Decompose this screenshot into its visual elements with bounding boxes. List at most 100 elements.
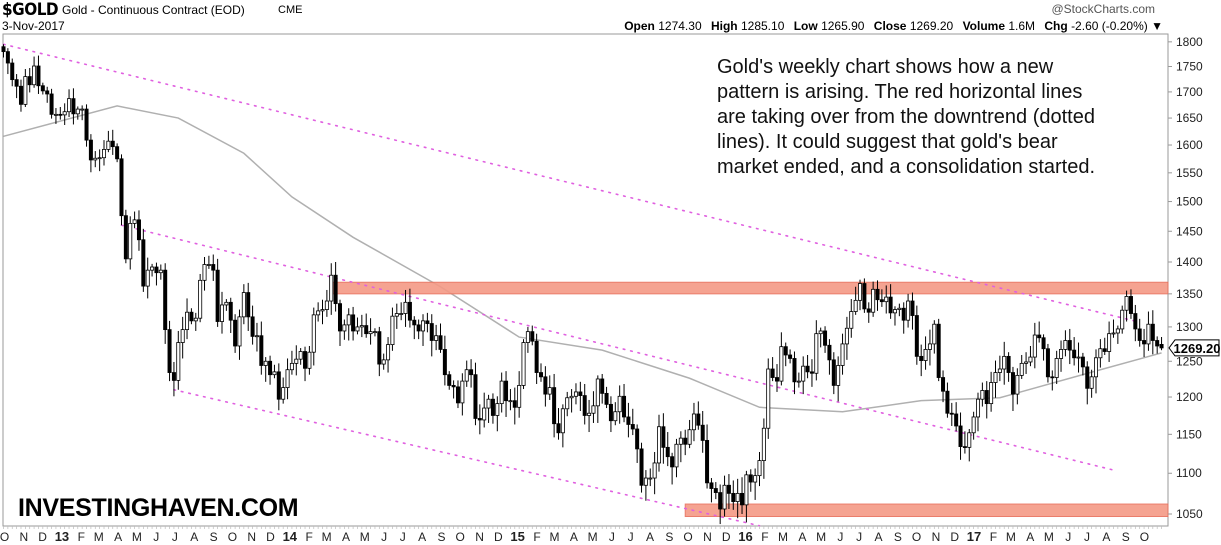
candle-body <box>622 395 627 418</box>
candle-body <box>560 408 565 434</box>
candle-body <box>285 369 290 388</box>
candle-body <box>372 331 377 334</box>
candle-body <box>1124 296 1129 311</box>
candle-body <box>185 311 190 331</box>
candle-body <box>1107 333 1112 352</box>
candle-body <box>351 314 356 332</box>
candle-body <box>892 309 897 314</box>
close-value: 1269.20 <box>909 19 954 33</box>
close-label: Close <box>873 19 907 33</box>
chg-label: Chg <box>1044 19 1068 33</box>
x-month-label: M <box>94 530 104 544</box>
candle-body <box>145 269 150 287</box>
candle-body <box>521 342 526 386</box>
candle-body <box>294 358 299 364</box>
candle-body <box>141 239 146 287</box>
candle-body <box>394 313 399 317</box>
candle-body <box>954 413 959 427</box>
x-month-label: D <box>950 530 959 544</box>
candle-body <box>770 368 775 378</box>
candle-body <box>1032 334 1037 358</box>
candle-body <box>263 360 268 366</box>
candle-body <box>399 313 404 315</box>
candle-body <box>962 446 967 448</box>
candle-body <box>10 62 15 81</box>
candle-body <box>840 343 845 366</box>
candle-body <box>303 351 308 369</box>
candle-body <box>613 411 618 422</box>
candle-body <box>469 369 474 376</box>
x-month-label: A <box>418 530 426 544</box>
x-month-label: N <box>20 530 29 544</box>
quote-summary: Open 1274.30 High 1285.10 Low 1265.90 Cl… <box>618 19 1163 33</box>
resistance-1350-band <box>330 281 1169 295</box>
x-month-label: S <box>894 530 902 544</box>
candle-body <box>665 446 670 458</box>
candle-body <box>919 355 924 361</box>
candle-body <box>429 323 434 341</box>
annotation-line: market ended, and a consolidation starte… <box>717 156 1096 178</box>
candle-body <box>1010 372 1015 395</box>
candle-body <box>809 371 814 374</box>
candle-body <box>753 475 758 483</box>
symbol: $GOLD <box>2 0 59 20</box>
candle-body <box>862 283 867 310</box>
candle-body <box>661 426 666 448</box>
chg-value: -2.60 (-0.20%) <box>1071 19 1148 33</box>
candle-body <box>40 85 45 92</box>
x-month-label: M <box>132 530 142 544</box>
x-month-label: J <box>172 530 178 544</box>
y-tick-label: 1350 <box>1176 287 1203 301</box>
candle-body <box>788 354 793 359</box>
candle-body <box>910 300 915 316</box>
candle-body <box>486 398 491 409</box>
candle-body <box>1089 376 1094 389</box>
candle-body <box>32 65 37 86</box>
upper-downtrend-trendline <box>2 43 1141 324</box>
y-tick-label: 1200 <box>1176 390 1203 404</box>
candle-body <box>355 326 360 332</box>
candle-body <box>171 372 176 381</box>
candle-body <box>648 477 653 480</box>
x-month-label: O <box>683 530 692 544</box>
candle-body <box>1155 340 1160 347</box>
exchange: CME <box>278 4 303 16</box>
candle-body <box>967 432 972 448</box>
x-month-label: S <box>1122 530 1130 544</box>
candle-body <box>927 343 932 350</box>
chart-date: 3-Nov-2017 <box>2 19 65 33</box>
instrument-name: Gold - Continuous Contract (EOD) <box>62 3 245 17</box>
candle-body <box>289 362 294 371</box>
candle-body <box>705 440 710 484</box>
candle-body <box>818 330 823 335</box>
y-tick-label: 1700 <box>1176 85 1203 99</box>
x-month-label: O <box>1140 530 1149 544</box>
candle-body <box>997 368 1002 373</box>
stockcharts-credit: @StockCharts.com <box>1051 2 1155 16</box>
candle-body <box>823 330 828 346</box>
x-month-label: J <box>856 530 862 544</box>
x-month-label: A <box>798 530 806 544</box>
moving-average-line <box>3 105 1162 413</box>
y-tick-label: 1750 <box>1176 60 1203 74</box>
candle-body <box>744 474 749 506</box>
x-month-label: A <box>570 530 578 544</box>
y-tick-label: 1500 <box>1176 195 1203 209</box>
annotation-text: Gold's weekly chart shows how a new patt… <box>717 55 1095 180</box>
candle-body <box>678 437 683 445</box>
candle-body <box>333 274 338 305</box>
candle-body <box>556 423 561 434</box>
candle-body <box>731 492 736 502</box>
candle-body <box>49 93 54 115</box>
candle-body <box>757 460 762 477</box>
candle-body <box>14 79 19 87</box>
x-month-label: J <box>1065 530 1071 544</box>
x-month-label: M <box>549 530 559 544</box>
open-value: 1274.30 <box>658 19 702 33</box>
last-price-tag <box>1168 339 1220 357</box>
candle-body <box>434 335 439 341</box>
candle-body <box>425 320 430 324</box>
candle-body <box>534 340 539 373</box>
candle-body <box>901 307 906 321</box>
candle-body <box>914 315 919 357</box>
